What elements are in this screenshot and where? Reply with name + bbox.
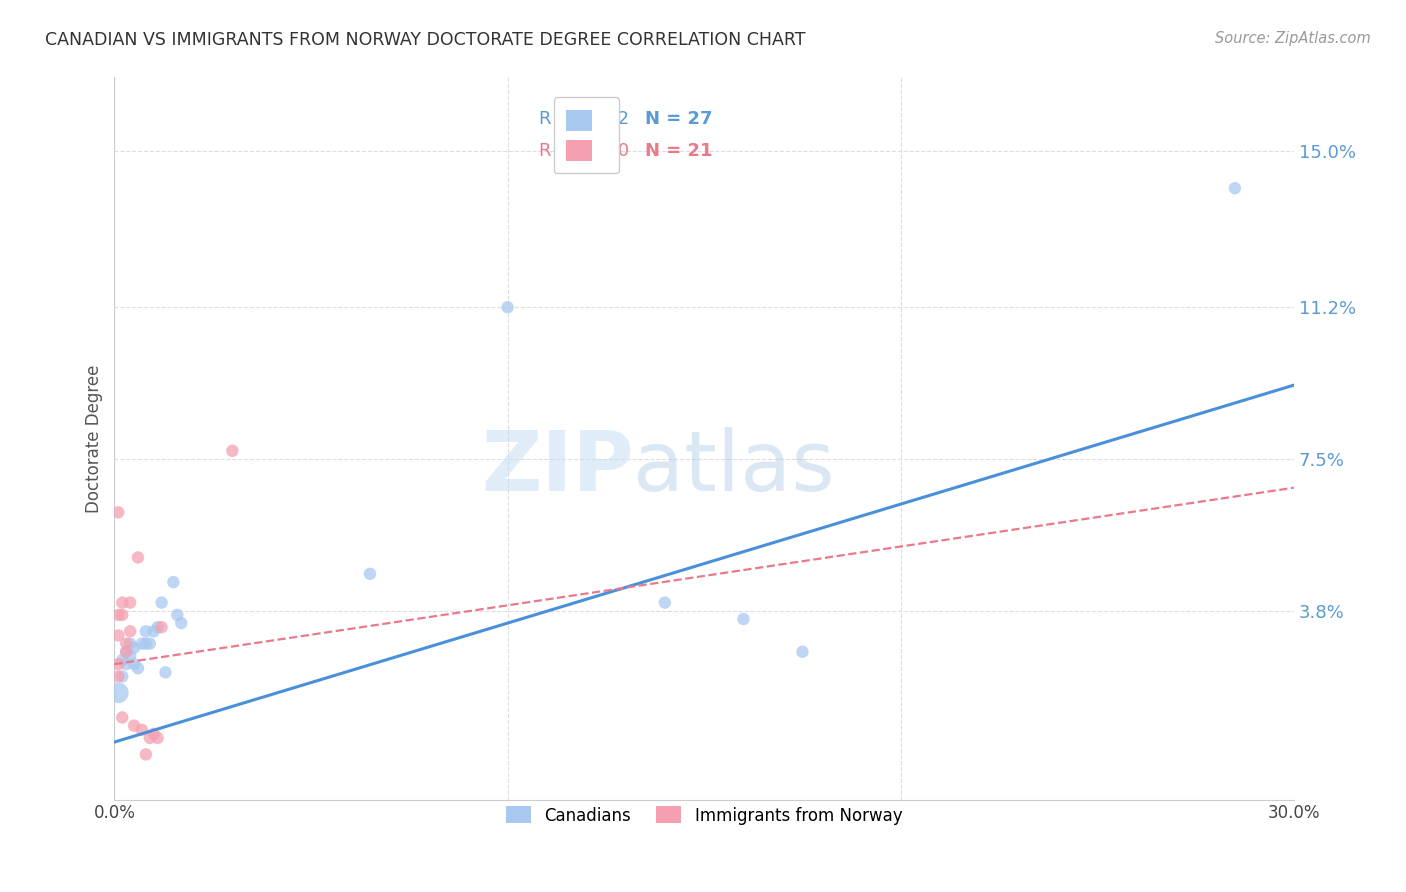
Point [115, 657, 138, 672]
Point [115, 637, 138, 651]
Point [170, 616, 193, 631]
Point [107, 607, 129, 622]
Legend: Canadians, Immigrants from Norway: Canadians, Immigrants from Norway [496, 797, 912, 835]
Point [107, 657, 129, 672]
Point [221, 443, 243, 458]
Point [120, 596, 142, 610]
Text: R = 0.602: R = 0.602 [538, 110, 628, 128]
Text: CANADIAN VS IMMIGRANTS FROM NORWAY DOCTORATE DEGREE CORRELATION CHART: CANADIAN VS IMMIGRANTS FROM NORWAY DOCTO… [45, 31, 806, 49]
Text: N = 21: N = 21 [645, 143, 713, 161]
Point [654, 596, 676, 610]
Point [139, 637, 162, 651]
Text: N = 27: N = 27 [645, 110, 713, 128]
Point [150, 620, 173, 634]
Point [127, 661, 149, 675]
Point [1223, 181, 1246, 195]
Point [111, 710, 134, 724]
Point [111, 596, 134, 610]
Text: ZIP: ZIP [481, 427, 633, 508]
Text: atlas: atlas [633, 427, 835, 508]
Point [146, 731, 169, 745]
Point [131, 723, 153, 737]
Point [127, 550, 149, 565]
Point [139, 731, 162, 745]
Point [122, 657, 145, 672]
Point [111, 607, 134, 622]
Point [111, 653, 134, 667]
Y-axis label: Doctorate Degree: Doctorate Degree [86, 364, 103, 513]
Point [142, 727, 165, 741]
Text: Source: ZipAtlas.com: Source: ZipAtlas.com [1215, 31, 1371, 46]
Point [135, 637, 157, 651]
Point [107, 669, 129, 683]
Point [359, 566, 381, 581]
Point [115, 645, 138, 659]
Point [115, 645, 138, 659]
Text: R = 0.150: R = 0.150 [538, 143, 628, 161]
Point [107, 505, 129, 519]
Point [146, 620, 169, 634]
Point [496, 300, 519, 314]
Point [111, 669, 134, 683]
Point [131, 637, 153, 651]
Point [122, 719, 145, 733]
Point [162, 575, 184, 590]
Point [122, 640, 145, 655]
Point [150, 596, 173, 610]
Point [733, 612, 755, 626]
Point [166, 607, 188, 622]
Point [120, 624, 142, 639]
Point [142, 624, 165, 639]
Point [107, 686, 129, 700]
Point [135, 747, 157, 762]
Point [120, 648, 142, 663]
Point [107, 628, 129, 642]
Point [792, 645, 814, 659]
Point [135, 624, 157, 639]
Point [120, 637, 142, 651]
Point [155, 665, 177, 680]
